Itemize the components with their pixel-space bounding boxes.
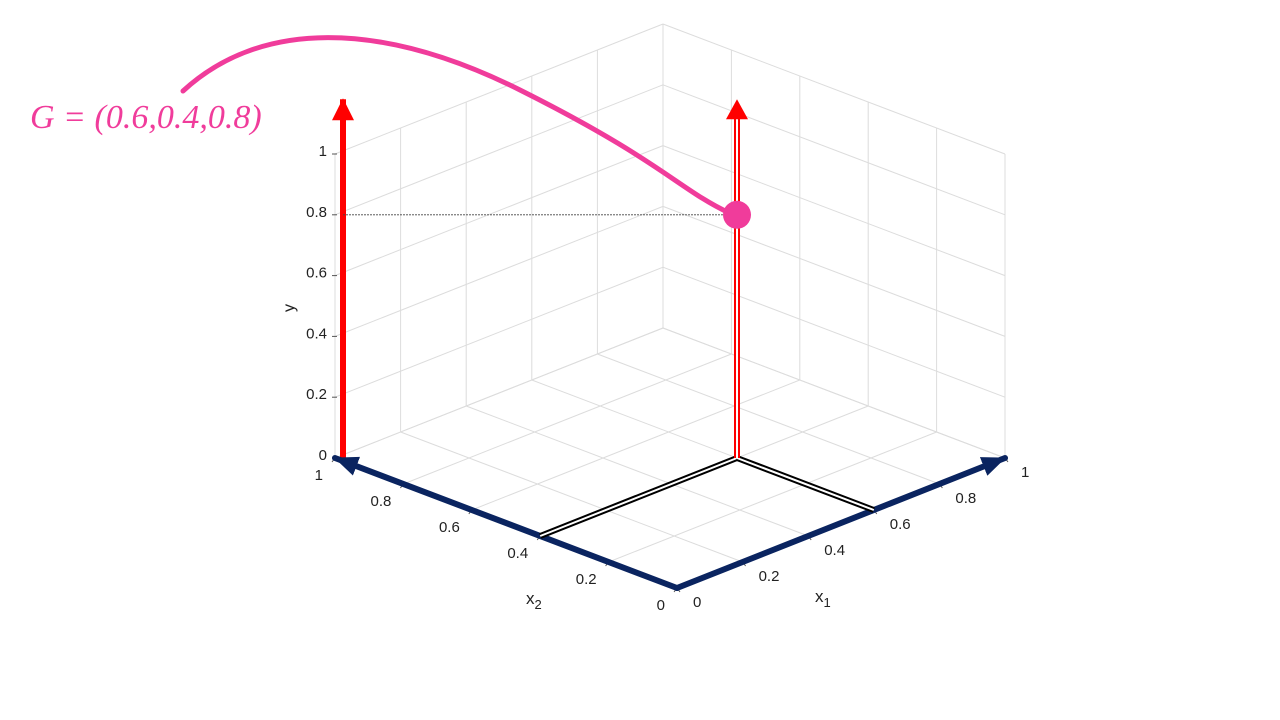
grid-line xyxy=(334,266,664,398)
y-tick-label: 0 xyxy=(319,447,327,464)
grid-line xyxy=(334,145,664,277)
grid-line xyxy=(608,431,937,563)
projection-line-inner xyxy=(736,457,875,511)
axis-label-sub: 1 xyxy=(824,595,831,610)
grid-line xyxy=(466,405,809,537)
annotation-curve xyxy=(180,35,732,216)
axis-label: x1 xyxy=(815,587,831,610)
grid-line xyxy=(662,327,1006,459)
grid-line xyxy=(597,353,940,485)
arrowhead xyxy=(726,99,748,120)
grid-line xyxy=(662,145,1006,277)
x1-tick-label: 0.8 xyxy=(955,490,976,507)
grid-line xyxy=(403,353,732,485)
y-tick-label: 0.2 xyxy=(306,386,327,403)
grid-line xyxy=(334,205,664,337)
x1-tick-label: 1 xyxy=(1021,464,1029,481)
axis-label-base: x xyxy=(815,587,824,606)
grid-line xyxy=(334,327,664,459)
axis-label-sub: 2 xyxy=(535,597,542,612)
x1-axis xyxy=(674,455,1008,591)
x2-tick-label: 1 xyxy=(315,467,323,484)
grid-line xyxy=(400,431,743,563)
grid-line xyxy=(471,379,800,511)
grid-line xyxy=(334,84,664,216)
marks xyxy=(180,35,1008,591)
annotation: G = (0.6,0.4,0.8) xyxy=(30,99,262,136)
x2-tick-label: 0.6 xyxy=(439,519,460,536)
x2-tick-label: 0.2 xyxy=(576,571,597,588)
x1-tick-label: 0.2 xyxy=(759,568,780,585)
grid-line xyxy=(662,84,1006,216)
projection-line-inner xyxy=(539,457,738,537)
grid-line xyxy=(662,23,1006,155)
x2-tick-label: 0.8 xyxy=(371,493,392,510)
projection-line xyxy=(735,455,875,513)
axis-label: x2 xyxy=(526,589,542,612)
y-tick-label: 0.4 xyxy=(306,325,327,342)
y-tick-label: 0.8 xyxy=(306,204,327,221)
x1-tick-label: 0.4 xyxy=(824,542,845,559)
point xyxy=(723,200,751,229)
grid xyxy=(331,23,1009,593)
labels: 0 0.2 0.4 0.6 0.8 1 0 0.2 0.4 0.6 0.8 1 0 0.2 0.4 0.6 0.… xyxy=(30,99,1029,614)
grid-line xyxy=(662,266,1006,398)
y-tick-label: 0.6 xyxy=(306,265,327,282)
grid-line xyxy=(662,205,1006,337)
x2-tick-label: 0 xyxy=(657,597,665,614)
x2-axis xyxy=(332,455,680,591)
x1-tick-label: 0.6 xyxy=(890,516,911,533)
axis-label: y xyxy=(281,304,298,312)
axis-label-base: x xyxy=(526,589,535,608)
x1-tick-label: 0 xyxy=(693,594,701,611)
grid-line xyxy=(334,23,664,155)
x2-tick-label: 0.4 xyxy=(507,545,528,562)
projection-line xyxy=(539,455,739,539)
y-tick-label: 1 xyxy=(319,143,327,160)
